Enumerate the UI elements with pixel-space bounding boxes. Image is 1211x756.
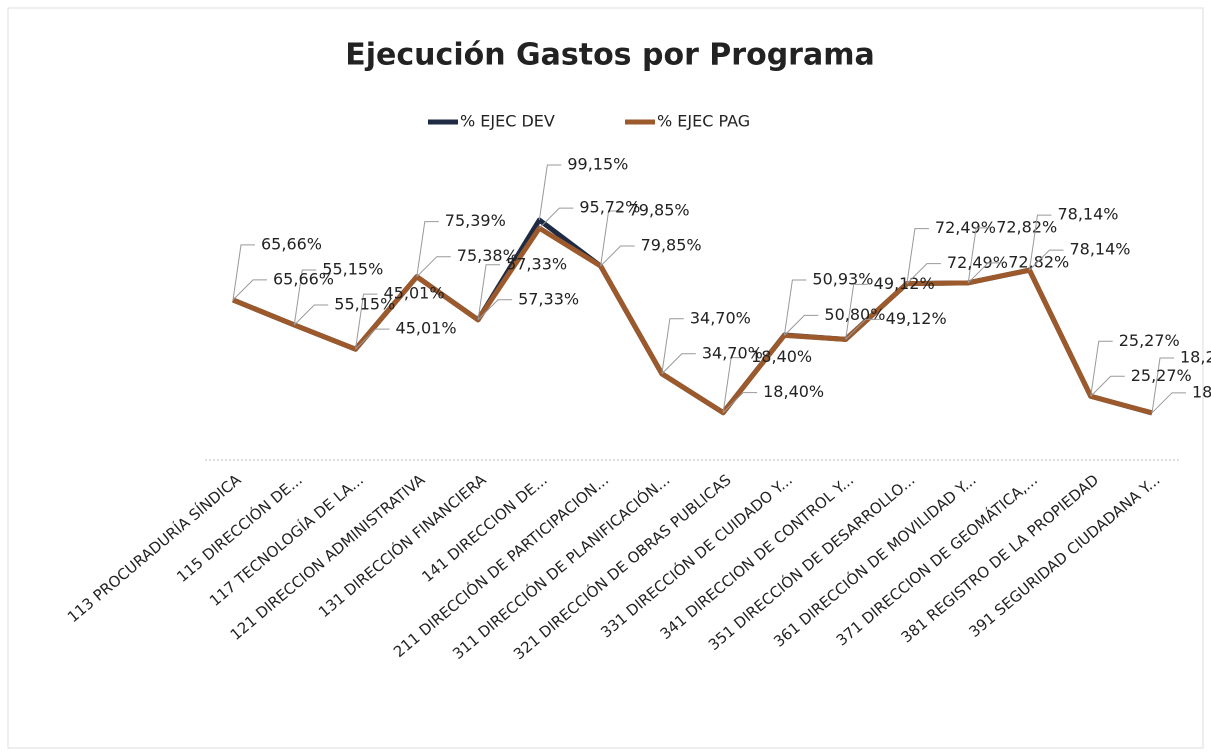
leader-line	[906, 228, 929, 284]
x-tick-label: 321 DIRECCIÓN DE OBRAS PUBLICAS	[509, 470, 734, 663]
data-label: 34,70%	[690, 308, 751, 327]
leader-line	[967, 262, 1003, 284]
leader-line	[783, 279, 807, 336]
leader-line	[661, 318, 684, 374]
leader-line	[967, 227, 991, 283]
series-line	[232, 225, 1153, 416]
data-label: 57,33%	[518, 289, 579, 308]
data-label: 79,85%	[629, 201, 690, 220]
data-label: 78,14%	[1057, 205, 1118, 224]
leader-line	[661, 353, 696, 375]
data-label: 65,66%	[261, 234, 322, 253]
data-label: 18,32%	[1192, 382, 1211, 401]
leader-line	[722, 392, 758, 413]
leader-line	[722, 357, 746, 413]
leader-line	[232, 244, 255, 300]
leader-line	[600, 245, 635, 267]
x-tick-label: 211 DIRECCIÓN DE PARTICIPACION...	[389, 470, 612, 661]
frame	[7, 7, 1204, 749]
leader-line	[538, 164, 562, 221]
leader-line	[538, 207, 574, 229]
data-label: 25,27%	[1131, 366, 1192, 385]
leader-line	[232, 279, 267, 301]
data-label: 55,15%	[334, 294, 395, 313]
legend-label: % EJEC DEV	[460, 112, 555, 131]
data-label: 18,40%	[751, 347, 812, 366]
chart-title: Ejecución Gastos por Programa	[345, 38, 874, 73]
leader-line	[355, 293, 378, 350]
leader-line	[293, 269, 317, 326]
leader-line	[1090, 340, 1113, 397]
data-label: 78,14%	[1069, 240, 1130, 259]
legend-label: % EJEC PAG	[657, 112, 750, 131]
data-label: 72,49%	[947, 253, 1008, 272]
leader-line	[1090, 375, 1125, 397]
leader-line	[293, 304, 329, 326]
data-label: 45,01%	[384, 284, 445, 303]
data-label: 50,93%	[812, 270, 873, 289]
data-label: 75,38%	[457, 246, 518, 265]
leader-line	[1151, 357, 1174, 414]
leader-line	[845, 283, 868, 340]
data-label: 65,66%	[273, 269, 334, 288]
leader-line	[845, 318, 880, 340]
data-label: 55,15%	[322, 259, 383, 278]
leader-line	[1028, 214, 1052, 271]
data-label: 18,40%	[763, 382, 824, 401]
data-label: 99,15%	[567, 155, 628, 174]
data-label: 49,12%	[886, 309, 947, 328]
data-label: 72,82%	[996, 217, 1057, 236]
data-label: 45,01%	[396, 319, 457, 338]
data-label: 25,27%	[1119, 331, 1180, 350]
leader-line	[477, 264, 501, 320]
data-label: 95,72%	[579, 198, 640, 217]
data-label: 72,82%	[1008, 252, 1069, 271]
leader-line	[906, 263, 941, 284]
data-label: 75,39%	[445, 211, 506, 230]
leader-line	[1029, 249, 1064, 271]
leader-line	[416, 221, 439, 277]
leader-line	[477, 299, 513, 321]
leader-line	[1151, 392, 1186, 414]
x-tick-label: 311 DIRECCIÓN DE PLANIFICACIÓN...	[448, 470, 673, 663]
data-label: 57,33%	[506, 254, 567, 273]
data-label: 49,12%	[874, 274, 935, 293]
leader-line	[784, 314, 819, 336]
data-label: 50,80%	[824, 305, 885, 324]
data-label: 72,49%	[935, 218, 996, 237]
leader-line	[355, 328, 390, 350]
data-label: 34,70%	[702, 343, 763, 362]
data-label: 18,25%	[1180, 348, 1211, 367]
leader-line	[600, 210, 623, 267]
data-label: 79,85%	[641, 236, 702, 255]
leader-line	[416, 256, 451, 278]
